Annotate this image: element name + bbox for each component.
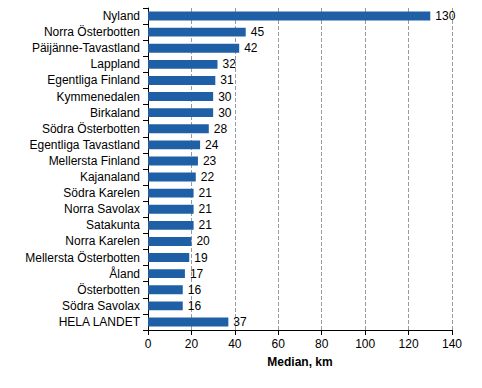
svg-text:Birkaland: Birkaland	[90, 106, 140, 120]
svg-text:37: 37	[233, 315, 247, 329]
svg-text:100: 100	[355, 337, 375, 351]
svg-text:21: 21	[199, 202, 213, 216]
svg-text:40: 40	[228, 337, 242, 351]
svg-text:Egentliga Finland: Egentliga Finland	[47, 73, 140, 87]
svg-text:Åland: Åland	[109, 266, 140, 281]
svg-text:Mellersta Finland: Mellersta Finland	[49, 154, 140, 168]
svg-text:Kajanaland: Kajanaland	[80, 170, 140, 184]
svg-text:HELA LANDET: HELA LANDET	[59, 315, 141, 329]
svg-text:22: 22	[201, 170, 215, 184]
svg-text:140: 140	[442, 337, 462, 351]
svg-text:Lappland: Lappland	[91, 57, 140, 71]
svg-text:30: 30	[218, 90, 232, 104]
svg-text:120: 120	[399, 337, 419, 351]
svg-text:Päijänne-Tavastland: Päijänne-Tavastland	[32, 41, 140, 55]
svg-text:24: 24	[205, 138, 219, 152]
svg-text:16: 16	[188, 283, 202, 297]
svg-text:Södra Karelen: Södra Karelen	[63, 186, 140, 200]
svg-text:45: 45	[251, 25, 265, 39]
svg-text:30: 30	[218, 106, 232, 120]
svg-text:Södra Savolax: Södra Savolax	[62, 299, 140, 313]
svg-text:Kymmenedalen: Kymmenedalen	[57, 90, 140, 104]
svg-text:Egentliga Tavastland: Egentliga Tavastland	[29, 138, 140, 152]
svg-text:19: 19	[194, 251, 208, 265]
svg-text:60: 60	[272, 337, 286, 351]
svg-text:Södra Österbotten: Södra Österbotten	[42, 122, 140, 136]
svg-text:Österbotten: Österbotten	[77, 283, 140, 297]
svg-text:Norra Savolax: Norra Savolax	[64, 202, 140, 216]
svg-text:80: 80	[315, 337, 329, 351]
svg-text:31: 31	[220, 73, 234, 87]
svg-text:21: 21	[199, 218, 213, 232]
svg-text:Median, km: Median, km	[267, 355, 332, 369]
svg-text:Mellersta Österbotten: Mellersta Österbotten	[25, 251, 140, 265]
svg-text:20: 20	[196, 234, 210, 248]
svg-text:17: 17	[190, 267, 204, 281]
svg-text:23: 23	[203, 154, 217, 168]
svg-text:0: 0	[145, 337, 152, 351]
svg-text:Nyland: Nyland	[103, 9, 140, 23]
svg-text:21: 21	[199, 186, 213, 200]
svg-text:28: 28	[214, 122, 228, 136]
svg-text:Satakunta: Satakunta	[86, 218, 140, 232]
svg-text:20: 20	[185, 337, 199, 351]
svg-text:Norra Karelen: Norra Karelen	[65, 234, 140, 248]
svg-text:Norra Österbotten: Norra Österbotten	[44, 25, 140, 39]
svg-text:16: 16	[188, 299, 202, 313]
svg-text:42: 42	[244, 41, 258, 55]
svg-text:32: 32	[222, 57, 236, 71]
svg-text:130: 130	[435, 9, 455, 23]
